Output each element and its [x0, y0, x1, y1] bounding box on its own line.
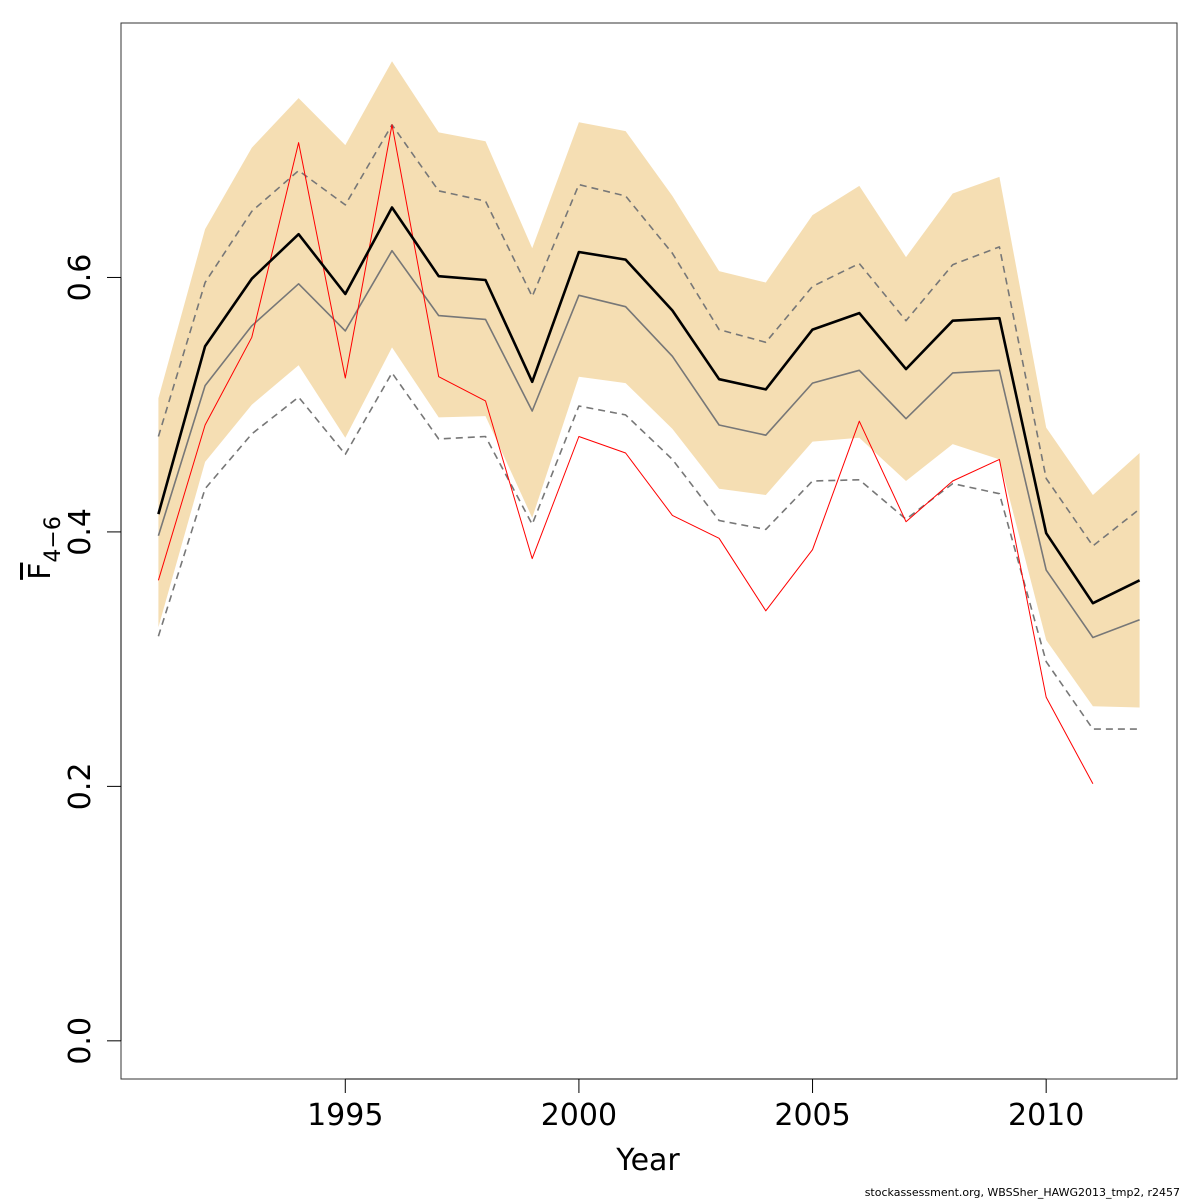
svg-text:F4−6: F4−6 [23, 516, 66, 580]
x-axis-title: Year [615, 1143, 680, 1178]
x-tick-label: 2005 [774, 1098, 850, 1133]
series-line-solid-black-thick [157, 206, 1141, 605]
x-tick-label: 2010 [1008, 1098, 1084, 1133]
series-line-dashed-grey-upper [157, 124, 1141, 547]
y-tick-label: 0.4 [63, 508, 98, 556]
y-axis-title-base: F [23, 563, 58, 580]
series-line-solid-red-thin [157, 124, 1094, 785]
x-tick-label: 1995 [307, 1098, 383, 1133]
y-tick-label: 0.2 [63, 763, 98, 811]
footer-text: stockassessment.org, WBSSher_HAWG2013_tm… [865, 1186, 1180, 1199]
plot-area [157, 61, 1141, 785]
series-line-dashed-grey-lower [157, 372, 1140, 730]
y-axis-title-subscript: 4−6 [41, 516, 66, 562]
x-axis: 1995 2000 2005 2010 [307, 1078, 1084, 1133]
x-tick-label: 2000 [541, 1098, 617, 1133]
y-axis: 0.0 0.2 0.4 0.6 [63, 254, 122, 1065]
y-axis-title: F4−6 [23, 516, 66, 580]
series-line-solid-grey [157, 249, 1140, 639]
y-tick-label: 0.6 [63, 254, 98, 302]
y-tick-label: 0.0 [63, 1017, 98, 1065]
